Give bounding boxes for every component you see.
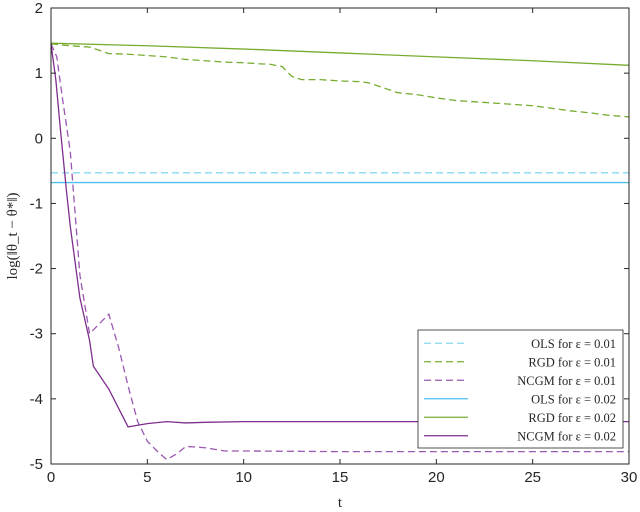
legend-label: RGD for ε = 0.01 (528, 355, 616, 369)
y-tick-label: -2 (30, 261, 43, 278)
series-line-2 (50, 43, 630, 118)
y-tick-label: -4 (30, 391, 43, 408)
series-line-6 (50, 43, 629, 428)
y-tick-label: 0 (35, 130, 43, 147)
series-line-5 (50, 42, 630, 66)
legend-label: OLS for ε = 0.02 (531, 392, 616, 406)
legend-label: NCGM for ε = 0.01 (517, 374, 616, 388)
x-tick-label: 25 (524, 469, 541, 486)
x-axis-label: t (338, 495, 343, 511)
legend-label: OLS for ε = 0.01 (531, 337, 616, 351)
x-tick-label: 10 (235, 469, 252, 486)
legend-box (417, 329, 624, 449)
y-tick-label: -3 (30, 326, 43, 343)
series-layer (50, 42, 630, 461)
legend-label: NCGM for ε = 0.02 (517, 429, 616, 443)
y-tick-label: 2 (35, 0, 43, 17)
legend-label: RGD for ε = 0.02 (528, 411, 616, 425)
x-tick-label: 20 (428, 469, 445, 486)
y-tick-label: -1 (30, 195, 43, 212)
x-tick-label: 30 (621, 469, 638, 486)
y-axis-label: log(‖θ_t − θ*‖) (5, 192, 21, 279)
x-tick-label: 0 (47, 469, 55, 486)
x-tick-label: 15 (332, 469, 349, 486)
x-tick-label: 5 (143, 469, 151, 486)
y-tick-label: -5 (30, 456, 43, 473)
legend: OLS for ε = 0.01 RGD for ε = 0.01 NCGM for… (417, 329, 624, 449)
y-tick-label: 1 (35, 65, 43, 82)
series-line-3 (50, 43, 629, 461)
